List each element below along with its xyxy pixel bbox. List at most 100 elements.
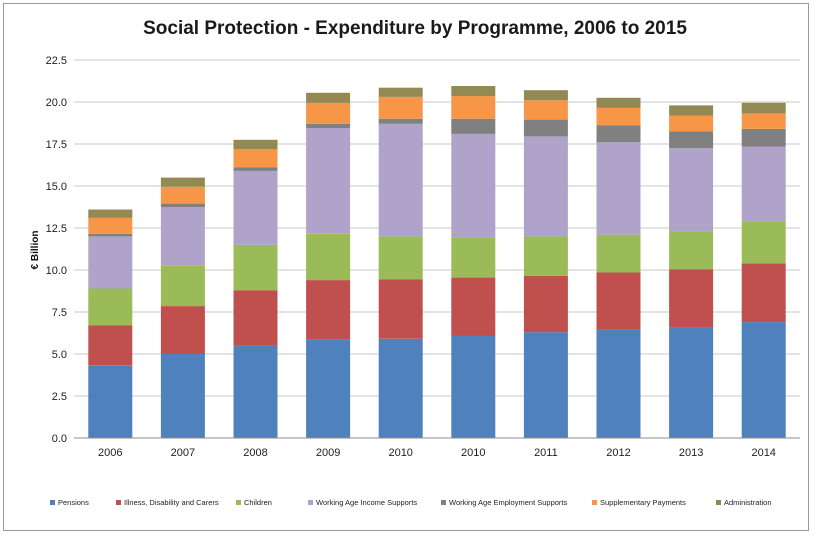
bar-segment bbox=[451, 335, 496, 438]
bar-segment bbox=[669, 131, 714, 149]
bar-segment bbox=[160, 265, 205, 307]
bar-segment bbox=[88, 233, 133, 237]
bar-segment bbox=[669, 148, 714, 232]
bar-segment bbox=[741, 322, 786, 438]
legend-label: Working Age Employment Supports bbox=[449, 498, 568, 507]
bar-segment bbox=[306, 280, 351, 340]
bar-segment bbox=[378, 338, 423, 438]
x-tick-label: 2009 bbox=[316, 447, 340, 459]
bar-segment bbox=[160, 207, 205, 266]
bar-segment bbox=[306, 233, 351, 281]
bar-segment bbox=[160, 186, 205, 204]
legend-label: Pensions bbox=[58, 498, 89, 507]
bar-segment bbox=[523, 90, 568, 101]
y-tick-label: 17.5 bbox=[46, 139, 67, 151]
bar-segment bbox=[741, 263, 786, 323]
chart-title: Social Protection - Expenditure by Progr… bbox=[143, 18, 687, 39]
bar-segment bbox=[306, 123, 351, 128]
y-tick-label: 0.0 bbox=[52, 433, 67, 445]
legend-label: Working Age Income Supports bbox=[316, 498, 417, 507]
bar-segment bbox=[451, 96, 496, 119]
bar-segment bbox=[451, 133, 496, 238]
x-tick-label: 2014 bbox=[751, 447, 775, 459]
legend-swatch bbox=[50, 500, 55, 505]
legend-swatch bbox=[236, 500, 241, 505]
bar-segment bbox=[741, 102, 786, 114]
y-axis-label: € Billion bbox=[30, 231, 41, 270]
bar-segment bbox=[233, 139, 278, 149]
bar-segment bbox=[741, 113, 786, 129]
y-tick-label: 7.5 bbox=[52, 307, 67, 319]
bar-segment bbox=[233, 290, 278, 346]
bar-segment bbox=[741, 146, 786, 222]
legend-label: Children bbox=[244, 498, 272, 507]
bar-segment bbox=[233, 244, 278, 291]
x-tick-label: 2007 bbox=[171, 447, 195, 459]
y-tick-label: 2.5 bbox=[52, 391, 67, 403]
legend-label: Supplementary Payments bbox=[600, 498, 686, 507]
bar-segment bbox=[378, 279, 423, 339]
bar-segment bbox=[669, 105, 714, 116]
bar-segment bbox=[233, 149, 278, 168]
bar-segment bbox=[596, 234, 641, 273]
bar-segment bbox=[378, 87, 423, 97]
legend-swatch bbox=[308, 500, 313, 505]
y-tick-labels: 0.0 2.5 5.0 7.5 10.0 12.5 15.0 17.5 20.0 22.5 bbox=[46, 55, 67, 445]
bar-segment bbox=[451, 86, 496, 97]
y-tick-label: 10.0 bbox=[46, 265, 67, 277]
bar-segment bbox=[306, 339, 351, 438]
bar-segment bbox=[596, 125, 641, 143]
bar-segment bbox=[88, 236, 133, 289]
bar-segment bbox=[233, 345, 278, 438]
bar-segment bbox=[306, 92, 351, 103]
x-tick-labels: 2006 2007 2008 2009 2010 2010 2011 2012 2013 2014 bbox=[98, 447, 776, 459]
bar-segment bbox=[88, 365, 133, 438]
bar-segment bbox=[669, 231, 714, 270]
bar-segment bbox=[233, 167, 278, 171]
bar-segment bbox=[378, 97, 423, 119]
bar-segment bbox=[306, 128, 351, 234]
bar-segment bbox=[233, 170, 278, 245]
bar-segment bbox=[741, 128, 786, 147]
legend-swatch bbox=[116, 500, 121, 505]
bars bbox=[88, 86, 786, 438]
bar-segment bbox=[596, 329, 641, 438]
bar-segment bbox=[523, 236, 568, 276]
x-tick-label: 2011 bbox=[534, 447, 558, 459]
x-tick-label: 2013 bbox=[679, 447, 703, 459]
bar-segment bbox=[451, 237, 496, 278]
bar-segment bbox=[88, 325, 133, 366]
bar-segment bbox=[741, 221, 786, 264]
bar-segment bbox=[378, 236, 423, 280]
bar-segment bbox=[88, 217, 133, 234]
bar-segment bbox=[378, 118, 423, 124]
legend: Pensions Illness, Disability and Carers Ch… bbox=[50, 498, 772, 507]
bar-segment bbox=[160, 203, 205, 207]
x-tick-label: 2010 bbox=[461, 447, 485, 459]
legend-label: Illness, Disability and Carers bbox=[124, 498, 219, 507]
legend-label: Administration bbox=[724, 498, 772, 507]
bar-segment bbox=[523, 332, 568, 438]
bar-segment bbox=[160, 177, 205, 187]
y-tick-label: 12.5 bbox=[46, 223, 67, 235]
x-tick-label: 2012 bbox=[606, 447, 630, 459]
bar-segment bbox=[378, 123, 423, 237]
bar-segment bbox=[451, 118, 496, 134]
bar-segment bbox=[88, 288, 133, 326]
bar-segment bbox=[523, 119, 568, 137]
bar-segment bbox=[88, 209, 133, 218]
bar-segment bbox=[451, 277, 496, 336]
bar-segment bbox=[669, 327, 714, 438]
y-tick-label: 20.0 bbox=[46, 97, 67, 109]
x-tick-label: 2010 bbox=[388, 447, 412, 459]
bar-segment bbox=[523, 100, 568, 120]
bar-segment bbox=[160, 354, 205, 438]
bar-segment bbox=[596, 107, 641, 126]
x-tick-label: 2008 bbox=[243, 447, 267, 459]
y-tick-label: 22.5 bbox=[46, 55, 67, 67]
bar-segment bbox=[523, 136, 568, 237]
bar-segment bbox=[523, 275, 568, 333]
legend-swatch bbox=[716, 500, 721, 505]
legend-swatch bbox=[592, 500, 597, 505]
